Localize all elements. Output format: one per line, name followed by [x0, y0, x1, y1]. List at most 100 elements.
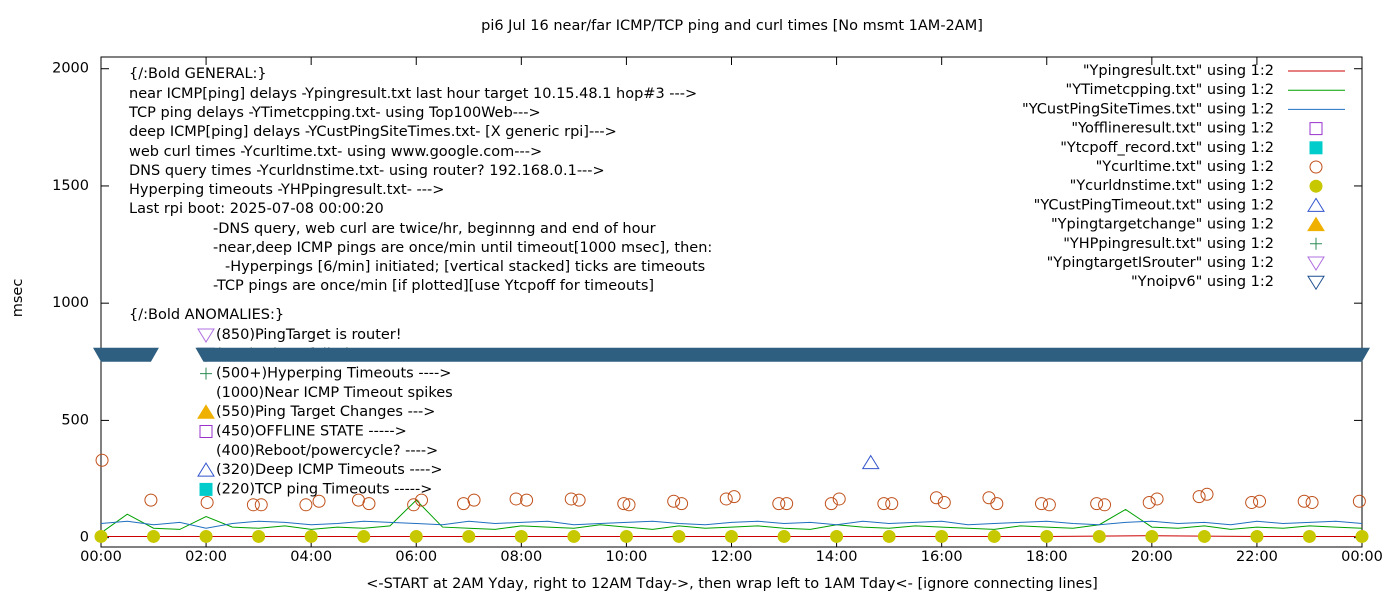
- x-axis-label: <-START at 2AM Yday, right to 12AM Tday-…: [366, 576, 1098, 592]
- data-point: [254, 498, 268, 512]
- data-point: [357, 529, 371, 543]
- data-point: [990, 497, 1004, 511]
- data-point: [719, 492, 733, 506]
- legend-label: "YCustPingSiteTimes.txt" using 1:2: [1022, 101, 1274, 117]
- band-segment: [93, 347, 159, 362]
- legend-label: "YHPpingresult.txt" using 1:2: [1063, 236, 1274, 252]
- legend-swatch: [1307, 275, 1325, 291]
- note: Hyperping timeouts -YHPpingresult.txt- -…: [129, 182, 444, 198]
- x-tick-label: 10:00: [606, 549, 648, 565]
- anomaly-note: (450)OFFLINE STATE ----->: [216, 424, 407, 440]
- legend-swatch: [1307, 197, 1325, 212]
- anomaly-note: (220)TCP ping Timeouts ----->: [216, 481, 432, 497]
- data-point: [1098, 498, 1112, 512]
- note: {/:Bold ANOMALIES:}: [129, 307, 284, 323]
- x-tick-label: 00:00: [80, 549, 122, 565]
- data-point: [617, 497, 631, 511]
- data-point: [362, 497, 376, 511]
- note: -Hyperpings [6/min] initiated; [vertical…: [225, 259, 705, 275]
- note: DNS query times -Ycurldnstime.txt- using…: [129, 163, 605, 179]
- legend-label: "YpingtargetISrouter" using 1:2: [1047, 255, 1274, 271]
- data-point: [675, 497, 689, 511]
- note: web curl times -Ycurltime.txt- using www…: [129, 144, 542, 160]
- x-tick-label: 00:00: [1341, 549, 1383, 565]
- legend-label: "Ynoipv6" using 1:2: [1131, 274, 1274, 290]
- anomaly-note: (1000)Near ICMP Timeout spikes: [216, 385, 453, 401]
- data-point: [882, 529, 896, 543]
- legend-swatch: [1307, 256, 1325, 271]
- y-axis-label: msec: [10, 279, 26, 318]
- data-point: [780, 497, 794, 511]
- data-point: [1197, 529, 1211, 543]
- legend-label: "Ytcpoff_record.txt" using 1:2: [1060, 140, 1274, 156]
- data-point: [1040, 529, 1054, 543]
- note: near ICMP[ping] delays -Ypingresult.txt …: [129, 86, 697, 102]
- band-segment: [195, 347, 1370, 362]
- data-point: [1150, 492, 1164, 506]
- data-point: [199, 529, 213, 543]
- data-point: [672, 529, 686, 543]
- legend-label: "Ycurldnstime.txt" using 1:2: [1070, 178, 1274, 194]
- anomaly-note: (320)Deep ICMP Timeouts ---->: [216, 462, 443, 478]
- y-tick-label: 500: [61, 412, 89, 428]
- data-point: [299, 498, 313, 512]
- x-tick-label: 08:00: [500, 549, 542, 565]
- data-point: [1192, 490, 1206, 504]
- legend-swatch: [1309, 141, 1323, 155]
- anomaly-note: (550)Ping Target Changes --->: [216, 404, 435, 420]
- data-point: [772, 497, 786, 511]
- x-tick-label: 18:00: [1026, 549, 1068, 565]
- y-tick-label: 1500: [52, 178, 89, 194]
- data-point: [937, 495, 951, 509]
- legend-swatch: [1309, 160, 1323, 174]
- data-point: [619, 529, 633, 543]
- anomaly-symbol: [197, 404, 215, 419]
- legend-label: "Yofflineresult.txt" using 1:2: [1071, 121, 1274, 137]
- data-point: [929, 491, 943, 505]
- data-point: [877, 497, 891, 511]
- data-point: [95, 453, 109, 467]
- data-point: [1042, 498, 1056, 512]
- data-point: [514, 529, 528, 543]
- note: -near,deep ICMP pings are once/min until…: [213, 240, 712, 256]
- data-point: [1302, 529, 1316, 543]
- x-tick-label: 20:00: [1131, 549, 1173, 565]
- data-point: [824, 497, 838, 511]
- data-point: [1305, 495, 1319, 509]
- data-point: [1090, 497, 1104, 511]
- legend-label: "Ypingresult.txt" using 1:2: [1083, 63, 1274, 79]
- data-point: [1245, 495, 1259, 509]
- data-point: [246, 498, 260, 512]
- note: deep ICMP[ping] delays -YCustPingSiteTim…: [129, 124, 617, 140]
- chart-title: pi6 Jul 16 near/far ICMP/TCP ping and cu…: [481, 18, 983, 34]
- data-point: [462, 529, 476, 543]
- x-tick-label: 14:00: [816, 549, 858, 565]
- data-point: [147, 529, 161, 543]
- data-point: [885, 497, 899, 511]
- anomaly-note: (400)Reboot/powercycle? ---->: [216, 443, 438, 459]
- y-tick-label: 0: [80, 530, 89, 546]
- data-point: [252, 529, 266, 543]
- data-point: [832, 492, 846, 506]
- anomaly-symbol: [197, 328, 215, 343]
- data-point: [200, 495, 214, 509]
- data-point: [1297, 494, 1311, 508]
- data-point: [407, 498, 421, 512]
- y-tick-label: 2000: [52, 61, 89, 77]
- data-point: [467, 493, 481, 507]
- data-point: [312, 494, 326, 508]
- data-point: [1145, 529, 1159, 543]
- y-tick-label: 1000: [52, 295, 89, 311]
- data-point: [572, 493, 586, 507]
- note: -TCP pings are once/min [if plotted][use…: [213, 278, 654, 294]
- note: -DNS query, web curl are twice/hr, begin…: [213, 221, 656, 237]
- legend-label: "Ypingtargetchange" using 1:2: [1051, 217, 1274, 233]
- anomaly-note: (850)PingTarget is router!: [216, 327, 402, 343]
- legend-swatch: [1309, 122, 1323, 136]
- anomaly-symbol: [199, 482, 213, 496]
- data-point: [567, 529, 581, 543]
- legend-swatch: [1309, 179, 1323, 193]
- data-point: [564, 492, 578, 506]
